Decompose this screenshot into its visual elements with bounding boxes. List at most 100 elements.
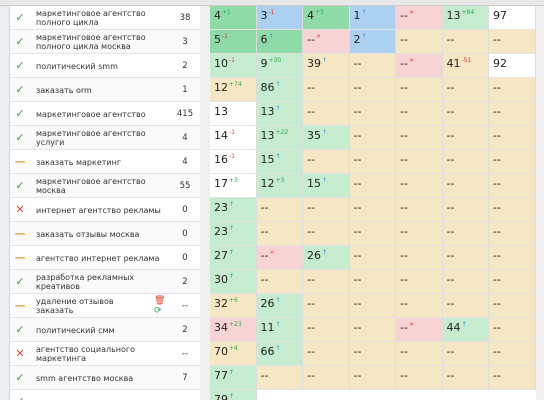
position: -- — [493, 129, 501, 142]
position-cell: -- — [303, 150, 350, 174]
position-cell: 32+6 — [210, 294, 257, 318]
frequency: 7 — [182, 373, 188, 383]
position: -- — [400, 105, 408, 118]
position-cell: -- — [396, 78, 443, 102]
position-cell: -- — [349, 174, 396, 198]
position-cell: -- — [489, 126, 536, 150]
position-cell: 15↑ — [303, 174, 350, 198]
status-icon[interactable]: ✓ — [15, 107, 25, 120]
position: 9 — [260, 57, 268, 70]
row-bg — [10, 174, 200, 198]
position-cell: 27↑ — [210, 246, 257, 270]
position-cell: -- — [256, 366, 303, 390]
status-icon[interactable]: ✓ — [15, 131, 25, 144]
frequency: 1 — [182, 85, 188, 95]
position-cell: -- — [396, 222, 443, 246]
position-cell: 66↑ — [256, 342, 303, 366]
refresh-icon[interactable]: ⟳ — [154, 306, 162, 316]
position: 13 — [260, 129, 275, 142]
position-cell: 23↑ — [210, 222, 257, 246]
status-icon[interactable]: ✓ — [15, 83, 25, 96]
position: -- — [400, 249, 408, 262]
position: -- — [353, 81, 362, 94]
position-cell: 35↑ — [303, 126, 350, 150]
keyword: маркетинговое агентство услуги — [36, 129, 146, 147]
position: -- — [353, 129, 362, 142]
position-cell: -- — [349, 126, 396, 150]
position: -- — [446, 33, 455, 46]
position: -- — [400, 273, 408, 286]
gap — [536, 6, 544, 400]
status-icon[interactable]: — — [14, 227, 26, 240]
status-icon[interactable]: ✓ — [15, 179, 25, 192]
position-cell: -- — [396, 30, 443, 54]
keyword: маркетинговое агентство полного цикла — [36, 9, 146, 27]
position-cell: -- — [256, 270, 303, 294]
position-cell: -- — [349, 318, 396, 342]
position-cell: 79↑ — [210, 390, 257, 400]
position-change: ↑ — [229, 393, 235, 400]
position-cell: 9+30 — [256, 54, 303, 78]
status-icon[interactable]: ✓ — [15, 275, 25, 288]
position-cell: -- — [442, 366, 489, 390]
position-cell: -- — [442, 270, 489, 294]
keyword: заказать маркетинг — [36, 157, 122, 167]
position-change: +3 — [315, 9, 324, 17]
position: -- — [400, 201, 408, 214]
position-cell: -- — [349, 150, 396, 174]
status-icon[interactable]: ✓ — [15, 35, 25, 48]
position-cell: -- — [489, 366, 536, 390]
position-cell: --× — [303, 30, 350, 54]
position: 44 — [446, 321, 461, 334]
position-cell: -- — [489, 30, 536, 54]
position-cell: -- — [349, 78, 396, 102]
position: -- — [493, 201, 501, 214]
position-change: +3 — [275, 177, 285, 185]
row-bg — [10, 342, 200, 366]
delete-icon[interactable]: 🗑 — [154, 296, 166, 306]
status-icon[interactable]: ✕ — [15, 347, 25, 360]
status-icon[interactable]: ✓ — [15, 11, 25, 24]
row-bg — [10, 102, 200, 126]
position: -- — [353, 57, 362, 70]
position-cell: 77↑ — [210, 366, 257, 390]
position-cell: -- — [442, 78, 489, 102]
status-icon[interactable]: — — [14, 155, 26, 168]
position-cell: 15↑ — [256, 150, 303, 174]
keyword: заказать orm — [36, 85, 92, 95]
position: -- — [446, 81, 455, 94]
status-icon[interactable]: — — [14, 299, 26, 312]
position-cell: 44↑ — [442, 318, 489, 342]
position: -- — [446, 249, 455, 262]
position: 16 — [214, 153, 228, 166]
keyword: удаление отзывов заказать — [36, 297, 114, 315]
status-icon[interactable]: ✕ — [15, 203, 25, 216]
status-icon[interactable]: — — [14, 251, 26, 264]
position-cell: -- — [396, 270, 443, 294]
position: -- — [400, 345, 408, 358]
position: 13 — [446, 9, 461, 22]
status-icon[interactable]: ✓ — [15, 371, 25, 384]
side-strip — [0, 6, 10, 400]
position: -- — [353, 177, 362, 190]
position: -- — [353, 321, 362, 334]
position-cell: --× — [396, 54, 443, 78]
position: -- — [353, 105, 362, 118]
status-icon[interactable]: ✓ — [15, 59, 25, 72]
status-icon[interactable]: ✓ — [12, 395, 28, 400]
position-change: +1 — [222, 9, 231, 17]
position-change: ↑ — [275, 321, 281, 329]
row-bg — [10, 6, 200, 30]
position: -- — [446, 105, 455, 118]
gap — [200, 6, 210, 400]
position-change: -1 — [268, 9, 275, 17]
position-cell: -- — [442, 294, 489, 318]
position: 13 — [214, 105, 228, 118]
position-cell: -- — [442, 150, 489, 174]
position: -- — [307, 81, 315, 94]
position-cell: -- — [442, 342, 489, 366]
position: -- — [400, 9, 408, 22]
position-cell: 12+74 — [210, 78, 257, 102]
status-icon[interactable]: ✓ — [15, 323, 25, 336]
position-cell: -- — [349, 342, 396, 366]
